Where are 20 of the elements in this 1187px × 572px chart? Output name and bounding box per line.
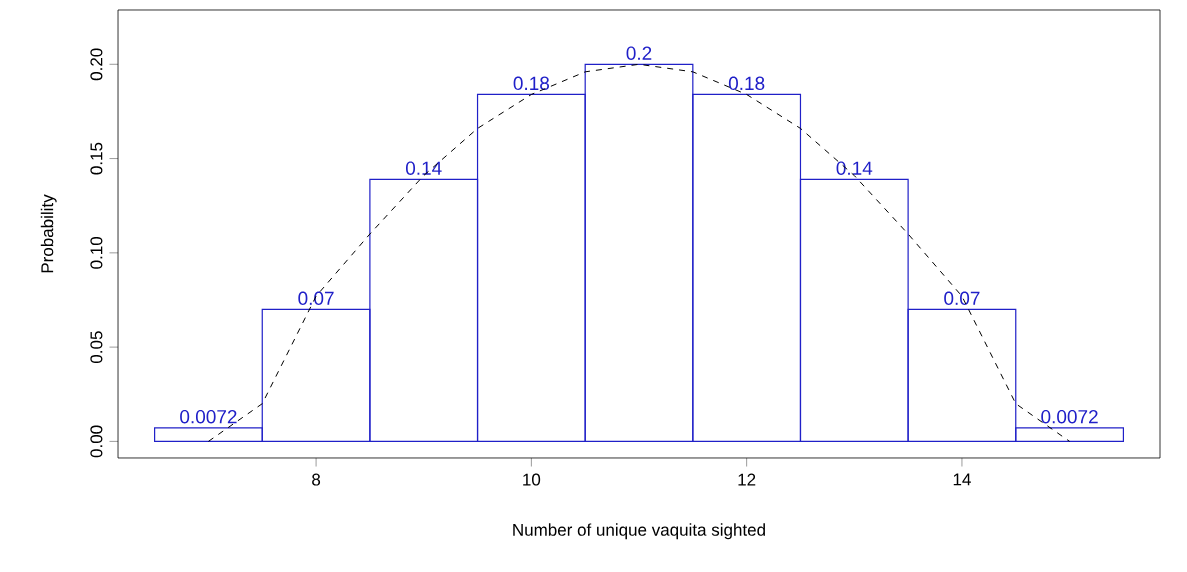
y-tick-label: 0.00	[90, 425, 103, 458]
y-tick-label: 0.20	[90, 48, 103, 81]
data-label: 0.07	[298, 291, 334, 306]
data-label: 0.0072	[1041, 409, 1098, 424]
data-label: 0.07	[944, 291, 980, 306]
data-label: 0.0072	[180, 409, 237, 424]
y-axis-title: Probability	[40, 194, 57, 273]
y-tick-label: 0.05	[90, 331, 103, 363]
data-label: 0.18	[513, 76, 550, 91]
data-label: 0.18	[728, 76, 765, 91]
x-tick-label: 12	[738, 473, 756, 486]
data-label: 0.14	[836, 161, 873, 175]
data-label: 0.2	[626, 46, 652, 60]
x-tick-label: 14	[953, 473, 971, 486]
y-tick-label: 0.15	[90, 142, 103, 175]
y-tick-label: 0.10	[90, 236, 103, 269]
data-label: 0.14	[405, 161, 442, 175]
x-axis-title: Number of unique vaquita sighted	[513, 523, 765, 540]
x-tick-label: 10	[523, 473, 541, 486]
x-tick-label: 8	[312, 473, 321, 486]
